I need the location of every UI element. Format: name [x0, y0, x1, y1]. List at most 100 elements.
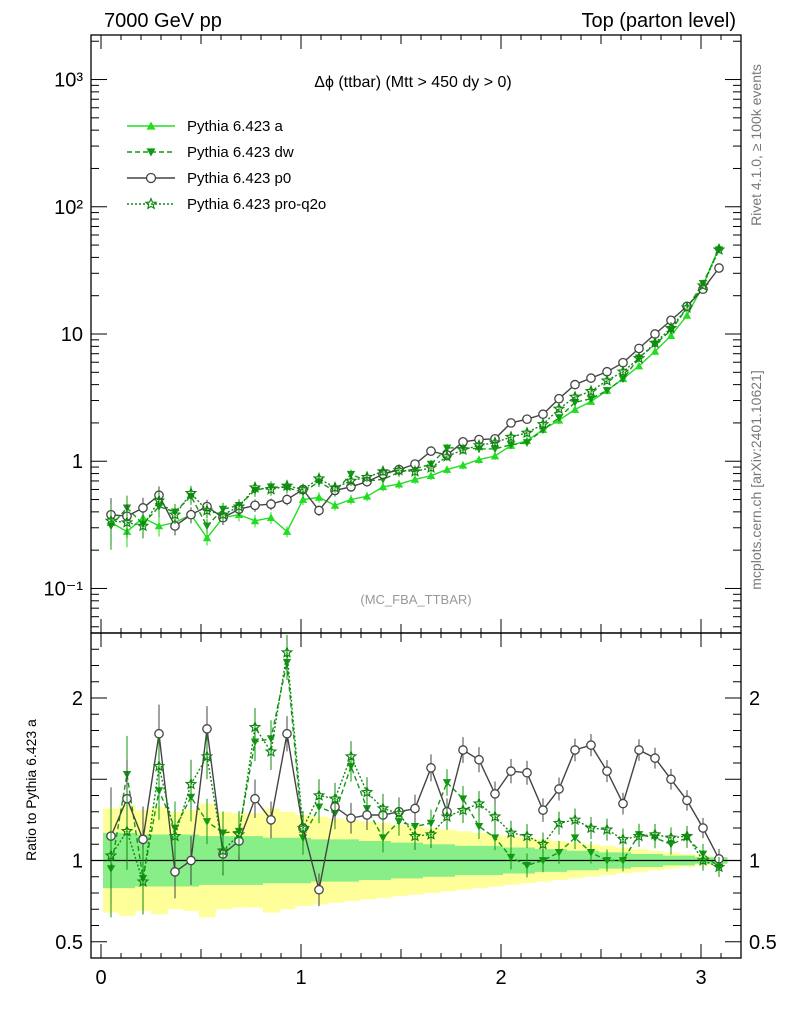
marker-circle	[554, 784, 564, 794]
marker-star	[536, 417, 550, 430]
marker-triangle-down	[490, 445, 500, 454]
legend-label: Pythia 6.423 a	[187, 118, 284, 135]
marker-triangle-down	[586, 395, 596, 403]
marker-triangle-up	[490, 451, 500, 460]
marker-star	[280, 479, 294, 492]
marker-star	[232, 827, 246, 840]
marker-triangle-up	[330, 501, 340, 509]
marker-star	[600, 823, 614, 835]
marker-triangle-down	[554, 849, 564, 857]
marker-circle	[362, 810, 372, 820]
marker-circle	[570, 379, 580, 390]
marker-circle	[138, 503, 148, 513]
marker-star	[360, 470, 374, 483]
marker-star	[456, 443, 470, 456]
marker-star	[344, 749, 358, 762]
marker-star	[408, 464, 422, 477]
marker-triangle-up	[682, 311, 692, 319]
marker-circle	[650, 753, 660, 763]
legend-label: Pythia 6.423 dw	[187, 144, 294, 161]
marker-star	[680, 829, 694, 842]
marker-circle	[634, 745, 644, 755]
legend-label: Pythia 6.423 pro-q2o	[187, 196, 326, 213]
ratio-y-tick-label-left: 2	[72, 688, 83, 710]
marker-star	[696, 279, 710, 291]
legend-label: Pythia 6.423 p0	[187, 170, 291, 187]
marker-star	[312, 472, 326, 484]
marker-triangle-up	[250, 516, 260, 525]
marker-triangle-up	[394, 479, 404, 488]
marker-circle	[554, 393, 564, 404]
marker-circle	[490, 789, 500, 799]
marker-circle	[410, 803, 420, 814]
marker-circle	[458, 745, 468, 755]
legend-entry-0: Pythia 6.423 a	[127, 118, 284, 135]
x-tick-label: 1	[295, 967, 306, 989]
side-label-rivet: Rivet 4.1.0, ≥ 100k events	[748, 64, 764, 226]
marker-star	[200, 749, 214, 762]
marker-star	[520, 426, 534, 439]
marker-star	[136, 875, 150, 887]
marker-circle	[602, 766, 612, 776]
marker-triangle-down	[618, 375, 628, 383]
marker-triangle-up	[442, 465, 452, 473]
marker-triangle-down	[602, 857, 612, 865]
marker-triangle-down	[490, 834, 500, 842]
marker-star	[168, 829, 182, 842]
marker-star	[632, 351, 646, 364]
marker-triangle-up	[154, 521, 164, 530]
marker-star	[552, 816, 566, 829]
marker-star	[568, 813, 582, 826]
marker-triangle-up	[298, 495, 308, 503]
marker-circle	[586, 373, 596, 383]
marker-star	[312, 788, 326, 801]
marker-star	[600, 374, 614, 386]
marker-star	[216, 844, 230, 857]
marker-star	[424, 461, 438, 473]
marker-star	[680, 301, 694, 313]
marker-triangle-down	[378, 834, 388, 842]
marker-triangle-down	[442, 444, 452, 453]
marker-circle	[474, 754, 484, 765]
marker-star	[504, 430, 518, 443]
series-line	[110, 249, 720, 528]
legend-entry-3: Pythia 6.423 pro-q2o	[127, 196, 326, 213]
y-tick-label: 1	[72, 451, 83, 473]
marker-circle	[426, 763, 436, 773]
marker-circle	[282, 494, 292, 505]
marker-star	[664, 321, 678, 334]
marker-star	[136, 519, 150, 532]
ratio-y-tick-label-left: 1	[72, 851, 83, 873]
marker-star	[648, 827, 662, 840]
marker-triangle-up	[282, 527, 292, 535]
marker-triangle-up	[378, 482, 388, 491]
ratio-y-tick-label-right: 2	[749, 688, 760, 710]
marker-circle	[202, 724, 212, 734]
marker-circle	[266, 499, 276, 509]
marker-circle	[714, 263, 724, 273]
marker-triangle-down	[554, 414, 564, 422]
marker-star	[712, 243, 726, 255]
x-tick-label: 2	[495, 967, 506, 989]
series-1	[106, 246, 724, 550]
marker-circle	[186, 509, 196, 520]
marker-star	[552, 402, 566, 415]
marker-star	[104, 514, 118, 527]
marker-star	[440, 449, 454, 462]
y-tick-label: 10²	[54, 197, 83, 219]
marker-circle	[522, 414, 532, 425]
marker-circle	[570, 745, 580, 755]
marker-triangle-up	[266, 513, 276, 522]
marker-triangle-down	[602, 387, 612, 395]
marker-circle	[666, 774, 676, 785]
ratio-y-tick-label-right: 1	[749, 851, 760, 873]
marker-star	[504, 826, 518, 839]
marker-star	[152, 494, 166, 506]
marker-triangle-up	[346, 495, 356, 503]
marker-star	[648, 336, 662, 349]
side-label-mcplots: mcplots.cern.ch [arXiv:2401.10621]	[748, 370, 764, 589]
marker-circle	[314, 505, 324, 516]
marker-star	[632, 829, 646, 842]
marker-circle	[346, 813, 356, 824]
